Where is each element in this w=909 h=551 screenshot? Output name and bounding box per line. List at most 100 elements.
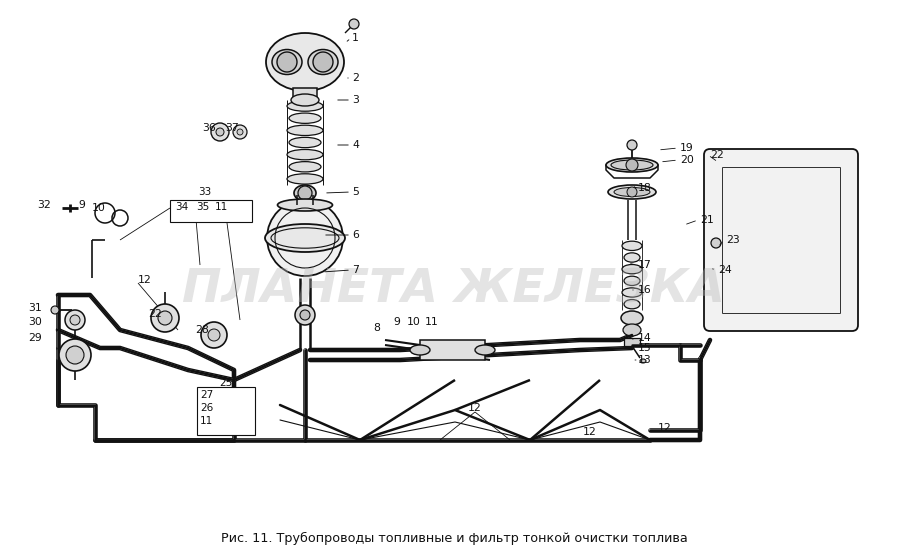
Ellipse shape [308, 50, 338, 74]
Ellipse shape [265, 224, 345, 252]
Circle shape [233, 125, 247, 139]
Text: 22: 22 [148, 309, 162, 319]
Circle shape [66, 346, 84, 364]
Ellipse shape [614, 187, 650, 197]
Text: 36: 36 [202, 123, 215, 133]
Text: 29: 29 [28, 333, 42, 343]
Circle shape [295, 305, 315, 325]
Bar [420, 340, 485, 360]
Bar [624, 338, 640, 346]
Text: 8: 8 [373, 323, 380, 333]
Text: 12: 12 [138, 275, 152, 285]
Text: 5: 5 [352, 187, 359, 197]
Circle shape [70, 315, 80, 325]
Ellipse shape [624, 276, 640, 285]
Text: 12: 12 [584, 427, 597, 437]
Circle shape [151, 304, 179, 332]
Text: 26: 26 [200, 403, 214, 413]
Circle shape [300, 310, 310, 320]
Ellipse shape [287, 101, 323, 111]
Text: 19: 19 [680, 143, 694, 153]
Text: 33: 33 [198, 187, 212, 197]
Ellipse shape [622, 288, 642, 297]
Text: 34: 34 [175, 202, 188, 212]
Circle shape [59, 339, 91, 371]
Ellipse shape [621, 311, 643, 325]
Ellipse shape [289, 137, 321, 148]
Bar [197, 387, 255, 435]
Text: 3: 3 [352, 95, 359, 105]
Circle shape [211, 123, 229, 141]
Circle shape [349, 19, 359, 29]
Text: 37: 37 [225, 123, 239, 133]
Text: 30: 30 [28, 317, 42, 327]
Circle shape [627, 140, 637, 150]
Text: 12: 12 [658, 423, 672, 433]
Text: 11: 11 [215, 202, 228, 212]
Ellipse shape [277, 199, 333, 211]
Text: 18: 18 [638, 183, 652, 193]
Circle shape [208, 329, 220, 341]
Ellipse shape [622, 264, 642, 274]
Ellipse shape [287, 174, 323, 184]
Text: 23: 23 [726, 235, 740, 245]
Text: 10: 10 [92, 203, 105, 213]
Text: 11: 11 [425, 317, 439, 327]
Circle shape [201, 322, 227, 348]
Text: 12: 12 [468, 403, 482, 413]
Text: 17: 17 [638, 260, 652, 270]
Text: 25: 25 [219, 378, 233, 388]
Ellipse shape [289, 161, 321, 172]
Text: 6: 6 [352, 230, 359, 240]
Text: 14: 14 [638, 333, 652, 343]
Circle shape [626, 159, 638, 171]
Text: 35: 35 [196, 202, 209, 212]
Ellipse shape [291, 94, 319, 106]
Text: 11: 11 [200, 416, 214, 426]
Text: 27: 27 [200, 390, 214, 400]
Text: 9: 9 [393, 317, 400, 327]
Circle shape [277, 52, 297, 72]
Text: 4: 4 [352, 140, 359, 150]
Ellipse shape [611, 160, 653, 170]
Text: ПЛАНЕТА ЖЕЛЕЗКА: ПЛАНЕТА ЖЕЛЕЗКА [183, 267, 725, 312]
Text: 10: 10 [407, 317, 421, 327]
Text: 20: 20 [680, 155, 694, 165]
Circle shape [51, 306, 59, 314]
Text: 2: 2 [352, 73, 359, 83]
Circle shape [216, 128, 224, 136]
Circle shape [158, 311, 172, 325]
Text: 13: 13 [638, 355, 652, 365]
Text: 15: 15 [638, 343, 652, 353]
Bar [293, 88, 317, 100]
Ellipse shape [606, 158, 658, 172]
Circle shape [711, 238, 721, 248]
Circle shape [298, 186, 312, 200]
FancyBboxPatch shape [704, 149, 858, 331]
Circle shape [267, 200, 343, 276]
Text: 28: 28 [195, 325, 209, 335]
Text: 21: 21 [700, 215, 714, 225]
Ellipse shape [272, 50, 302, 74]
Ellipse shape [623, 324, 641, 336]
Ellipse shape [410, 345, 430, 355]
Text: 31: 31 [28, 303, 42, 313]
Ellipse shape [622, 241, 642, 251]
Circle shape [627, 187, 637, 197]
Ellipse shape [475, 345, 495, 355]
Bar [170, 200, 252, 222]
Text: 7: 7 [352, 265, 359, 275]
Circle shape [313, 52, 333, 72]
Ellipse shape [289, 113, 321, 123]
Ellipse shape [287, 149, 323, 160]
Circle shape [237, 129, 243, 135]
Ellipse shape [266, 33, 344, 91]
Ellipse shape [294, 185, 316, 201]
Text: Рис. 11. Трубопроводы топливные и фильтр тонкой очистки топлива: Рис. 11. Трубопроводы топливные и фильтр… [221, 532, 687, 544]
Circle shape [65, 310, 85, 330]
Text: 9: 9 [78, 200, 85, 210]
Text: 24: 24 [718, 265, 732, 275]
Text: 1: 1 [352, 33, 359, 43]
Ellipse shape [624, 300, 640, 309]
Text: 16: 16 [638, 285, 652, 295]
